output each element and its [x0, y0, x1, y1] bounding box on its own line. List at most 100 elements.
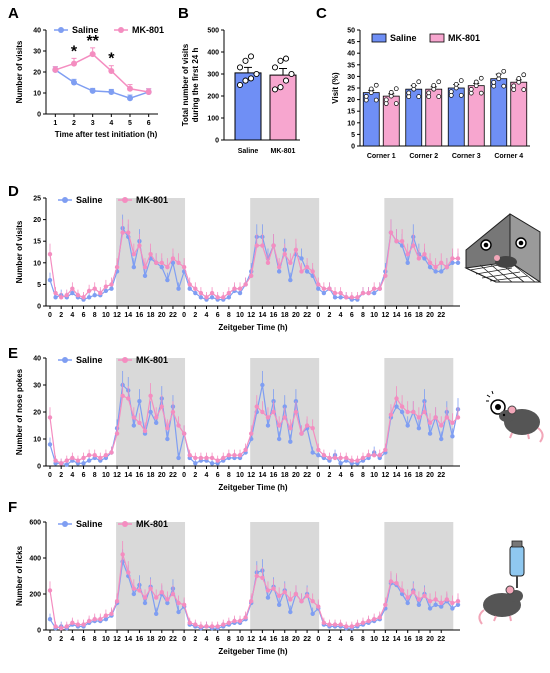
x-axis-label: Zeitgeber Time (h) [218, 483, 288, 492]
x-tick-label: 0 [48, 312, 52, 319]
data-point [53, 624, 58, 629]
legend-saline-marker [58, 27, 64, 33]
data-point [433, 602, 438, 607]
data-point [265, 588, 271, 593]
data-point [209, 290, 215, 296]
data-point [271, 586, 276, 591]
x-tick-label: 14 [124, 312, 132, 319]
data-point [455, 602, 461, 607]
data-point [148, 393, 153, 398]
x-tick-label: 0 [316, 636, 320, 643]
data-point [450, 256, 455, 261]
data-point [137, 243, 142, 248]
data-point [243, 447, 248, 452]
x-tick-label: 8 [227, 636, 231, 643]
data-point [170, 260, 176, 265]
data-point [181, 264, 187, 270]
data-point [131, 423, 137, 428]
legend-mk801-label: MK-801 [448, 33, 480, 43]
data-point [148, 409, 153, 415]
x-tick-label: 10 [370, 472, 378, 479]
significance-marker: ** [86, 33, 99, 50]
y-tick-label: 10 [33, 91, 41, 98]
data-point [355, 622, 360, 627]
y-tick-label: 40 [347, 51, 355, 58]
data-point [310, 450, 315, 455]
x-tick-label: 6 [216, 312, 220, 319]
data-point [81, 461, 86, 466]
x-tick-label: 8 [227, 312, 231, 319]
data-point [221, 295, 226, 300]
data-point [260, 382, 265, 388]
data-point [153, 595, 159, 600]
x-tick-label: 18 [147, 636, 155, 643]
panel-label-a: A [8, 5, 19, 22]
x-tick-label: MK-801 [271, 148, 296, 155]
x-tick-label: 4 [70, 636, 74, 643]
data-point [444, 415, 450, 420]
x-tick-label: 10 [236, 636, 244, 643]
y-tick-label: 5 [37, 282, 41, 289]
individual-point [373, 82, 379, 88]
x-tick-label: 6 [147, 120, 151, 127]
x-tick-label: 1 [53, 120, 57, 127]
legend-saline-label: Saline [76, 519, 103, 529]
data-point [422, 593, 427, 598]
legend-saline-label: Saline [390, 33, 417, 43]
data-point [71, 60, 77, 67]
data-point [260, 575, 265, 580]
y-tick-label: 20 [347, 97, 355, 104]
data-point [399, 409, 405, 415]
data-point [193, 290, 198, 296]
legend-saline-label: Saline [72, 25, 99, 35]
data-point [142, 428, 148, 434]
data-point [455, 260, 461, 265]
y-tick-label: 30 [347, 74, 355, 81]
x-tick-label: 6 [350, 636, 354, 643]
x-tick-label: 16 [270, 472, 278, 479]
individual-point [496, 72, 502, 78]
data-point [254, 573, 259, 579]
data-point [53, 295, 58, 300]
data-point [120, 393, 125, 398]
data-point [433, 264, 438, 270]
data-point [282, 404, 287, 409]
data-point [131, 415, 137, 420]
data-point [455, 415, 461, 420]
y-tick-label: 400 [207, 50, 219, 57]
data-point [92, 617, 97, 622]
legend-saline-marker [62, 357, 68, 363]
data-point [450, 600, 455, 606]
data-point [127, 85, 133, 92]
x-tick-label: 14 [393, 636, 401, 643]
x-tick-label: 8 [93, 472, 97, 479]
x-tick-label: 0 [182, 312, 186, 319]
x-tick-label: 2 [59, 312, 63, 319]
individual-point [501, 68, 507, 74]
data-point [427, 606, 433, 611]
individual-point [473, 79, 479, 85]
individual-point [478, 90, 484, 96]
data-point [159, 404, 164, 409]
individual-point [436, 94, 442, 99]
data-point [450, 434, 455, 439]
legend-mk801-label: MK-801 [136, 519, 168, 529]
data-point [71, 79, 77, 86]
data-point [92, 293, 97, 298]
data-point [237, 286, 243, 291]
panel-label-e: E [8, 345, 18, 362]
data-point [187, 620, 192, 625]
data-point [265, 595, 271, 600]
data-point [276, 269, 282, 274]
data-point [377, 286, 382, 291]
x-tick-label: 4 [205, 636, 209, 643]
data-point [170, 409, 176, 415]
x-tick-label: 2 [327, 472, 331, 479]
legend-mk801-marker [122, 357, 128, 363]
x-tick-label: 22 [169, 472, 177, 479]
y-tick-label: 20 [33, 70, 41, 77]
data-point [299, 431, 304, 436]
data-point [193, 622, 198, 627]
data-point [288, 277, 293, 283]
data-point [327, 455, 332, 461]
